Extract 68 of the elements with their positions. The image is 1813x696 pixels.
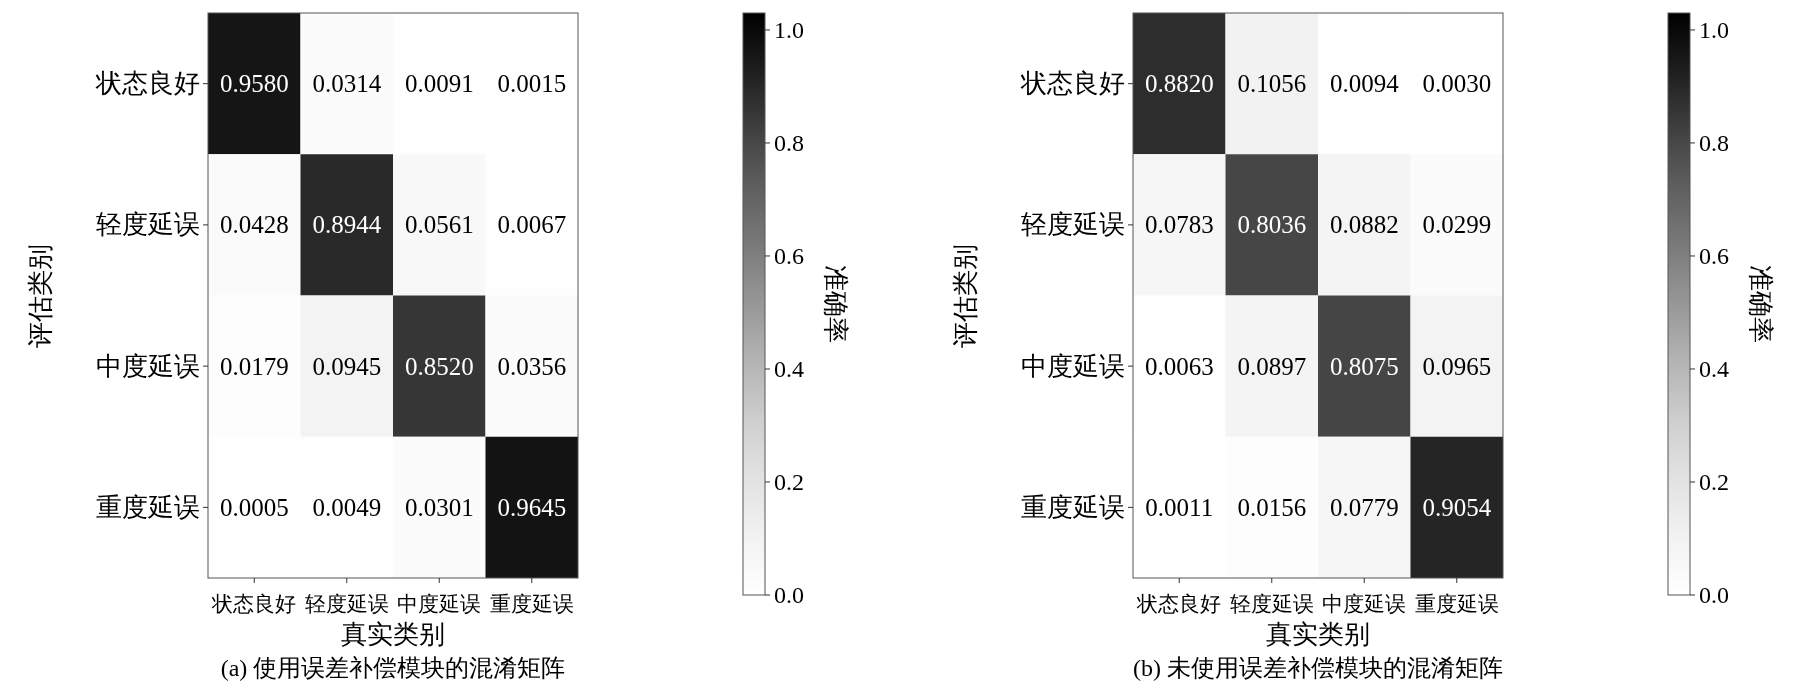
data-label: 0.0179 — [219, 352, 289, 380]
data-label: 0.0965 — [1422, 352, 1492, 380]
data-label: 0.0015 — [497, 70, 567, 98]
color-bar-label: 0.8 — [774, 129, 804, 156]
data-label: 0.8075 — [1329, 352, 1399, 380]
x-axis-title: 真实类别 — [1266, 620, 1370, 649]
text: (b) 未使用误差补偿模块的混淆矩阵 — [1133, 655, 1503, 681]
data-label: 0.0094 — [1329, 70, 1400, 98]
data-label: 0.0049 — [312, 493, 382, 521]
color-bar-label: 0.8 — [1699, 129, 1729, 156]
y-axis-title: 评估类别 — [25, 243, 55, 348]
data-label: 0.9645 — [497, 493, 567, 521]
x-tick-label: 轻度延误 — [1229, 592, 1314, 616]
x-axis-title: 真实类别 — [341, 620, 445, 649]
data-label: 0.0067 — [497, 211, 567, 239]
data-label: 0.0945 — [312, 352, 382, 380]
x-tick-label: 重度延误 — [1414, 592, 1499, 616]
color-bar-title: 准确率 — [820, 265, 850, 343]
color-bar-label: 0.2 — [1699, 468, 1729, 495]
y-tick-label: 状态良好 — [1020, 69, 1125, 99]
y-tick-label: 状态良好 — [95, 69, 200, 99]
data-label: 0.0783 — [1144, 211, 1214, 239]
data-label: 0.9580 — [219, 70, 289, 98]
data-label: 0.0030 — [1422, 70, 1492, 98]
data-label: 0.0063 — [1144, 352, 1214, 380]
color-bar-label: 0.0 — [1699, 582, 1729, 608]
y-tick-label: 重度延误 — [1021, 492, 1125, 522]
x-tick-label: 中度延误 — [397, 592, 482, 616]
data-label: 0.0091 — [404, 70, 474, 98]
color-bar-title: 准确率 — [1745, 265, 1775, 343]
data-label: 0.0561 — [404, 211, 474, 239]
color-bar-label: 0.6 — [774, 242, 804, 269]
color-bar-label: 0.0 — [774, 582, 804, 608]
color-bar-label: 0.2 — [774, 468, 804, 495]
y-tick-label: 轻度延误 — [96, 210, 200, 240]
data-label: 0.0299 — [1422, 211, 1492, 239]
color-bar-label: 0.6 — [1699, 242, 1729, 269]
y-tick-label: 中度延误 — [96, 351, 200, 381]
data-label: 0.0356 — [497, 352, 567, 380]
data-label: 0.0301 — [404, 493, 474, 521]
x-tick-label: 状态良好 — [1136, 592, 1222, 616]
data-label: 0.8820 — [1144, 70, 1214, 98]
y-tick-label: 重度延误 — [96, 492, 200, 522]
data-label: 0.1056 — [1237, 70, 1307, 98]
data-label: 0.8036 — [1237, 211, 1307, 239]
data-label: 0.0011 — [1145, 493, 1214, 521]
y-tick-label: 中度延误 — [1021, 351, 1125, 381]
data-label: 0.9054 — [1422, 493, 1492, 521]
data-label: 0.0005 — [219, 493, 289, 521]
data-label: 0.8944 — [312, 211, 382, 239]
x-tick-label: 状态良好 — [211, 592, 297, 616]
data-label: 0.0779 — [1329, 493, 1399, 521]
data-label: 0.0156 — [1237, 493, 1307, 521]
data-label: 0.0314 — [312, 70, 382, 98]
color-bar-label: 1.0 — [774, 16, 804, 43]
color-bar-label: 0.4 — [774, 355, 804, 382]
x-tick-label: 轻度延误 — [304, 592, 389, 616]
data-label: 0.0882 — [1329, 211, 1399, 239]
x-tick-label: 中度延误 — [1322, 592, 1407, 616]
data-label: 0.0428 — [219, 211, 289, 239]
y-tick-label: 轻度延误 — [1021, 210, 1125, 240]
color-bar-label: 0.4 — [1699, 355, 1729, 382]
data-label: 0.8520 — [404, 352, 474, 380]
color-bar-label: 1.0 — [1699, 16, 1729, 43]
y-axis-title: 评估类别 — [950, 243, 980, 348]
x-tick-label: 重度延误 — [489, 592, 574, 616]
text: (a) 使用误差补偿模块的混淆矩阵 — [220, 655, 566, 681]
data-label: 0.0897 — [1237, 352, 1307, 380]
